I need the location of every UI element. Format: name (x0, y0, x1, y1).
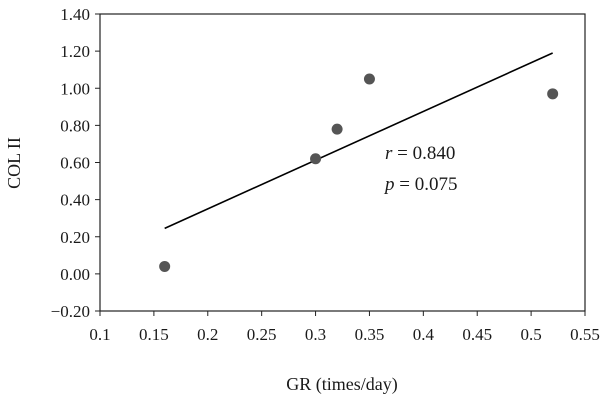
x-axis-ticks: 0.1 0.15 0.2 0.25 0.3 0.35 0.4 0.45 0.5 0.55 (89, 311, 600, 344)
y-tick-label: 1.00 (60, 79, 90, 98)
p-symbol: p (383, 174, 395, 195)
y-tick-label: −0.20 (51, 302, 90, 321)
y-tick-label: 1.40 (60, 5, 90, 24)
data-point (331, 123, 343, 135)
y-tick-label: 0.20 (60, 228, 90, 247)
trendline (164, 52, 553, 230)
x-tick-label: 0.4 (413, 325, 435, 344)
r-annotation: r = 0.840 (385, 143, 455, 164)
data-point (310, 153, 322, 165)
r-symbol: r (385, 143, 393, 164)
r-value: = 0.840 (392, 143, 455, 164)
data-point (547, 88, 559, 100)
x-axis-title: GR (times/day) (286, 374, 397, 395)
p-value: = 0.075 (395, 174, 458, 195)
y-tick-label: 1.20 (60, 42, 90, 61)
data-point (363, 73, 375, 85)
x-tick-label: 0.2 (197, 325, 218, 344)
y-tick-label: 0.60 (60, 154, 90, 173)
p-annotation: p = 0.075 (383, 174, 457, 195)
x-tick-label: 0.1 (89, 325, 110, 344)
x-tick-label: 0.55 (570, 325, 600, 344)
x-tick-label: 0.3 (305, 325, 326, 344)
y-tick-label: 0.80 (60, 116, 90, 135)
y-axis-ticks: 1.40 1.20 1.00 0.80 0.60 0.40 0.20 0.00 −0.20 (51, 5, 100, 321)
x-tick-label: 0.25 (247, 325, 277, 344)
y-tick-label: 0.40 (60, 191, 90, 210)
x-tick-label: 0.15 (139, 325, 169, 344)
data-points (159, 73, 559, 272)
y-tick-label: 0.00 (60, 265, 90, 284)
y-axis-title: COL II (4, 137, 24, 189)
x-tick-label: 0.45 (462, 325, 492, 344)
data-point (159, 260, 171, 272)
plot-area (99, 13, 586, 312)
x-tick-label: 0.35 (355, 325, 385, 344)
x-tick-label: 0.5 (520, 325, 541, 344)
